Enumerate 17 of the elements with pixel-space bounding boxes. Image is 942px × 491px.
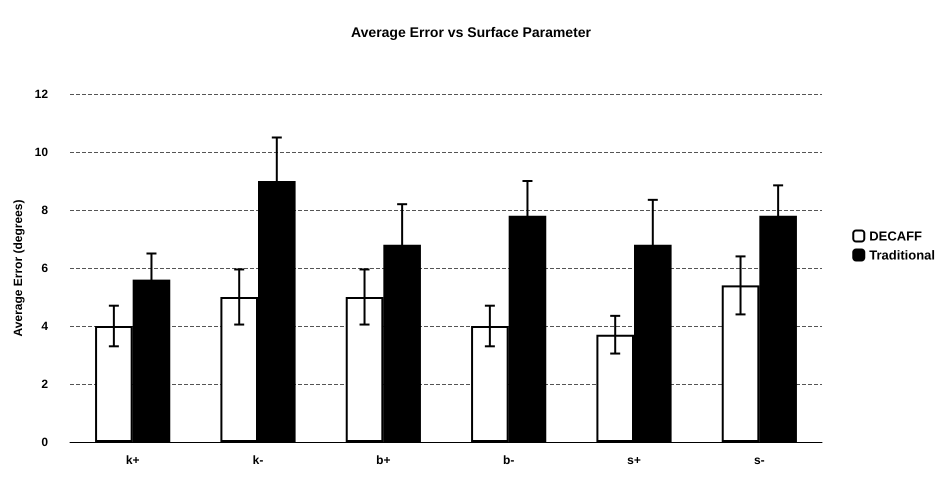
y-tick-label: 12 (34, 87, 48, 101)
x-tick-label: b+ (376, 453, 391, 467)
x-tick-label: s+ (627, 453, 641, 467)
y-tick-label: 8 (41, 203, 48, 217)
y-tick-label: 2 (41, 377, 48, 391)
x-tick-label: k+ (126, 453, 140, 467)
x-tick-label: s- (754, 453, 765, 467)
x-tick-label: k- (252, 453, 264, 467)
y-tick-label: 0 (41, 435, 48, 449)
y-tick-label: 4 (41, 319, 48, 333)
legend-label: DECAFF (869, 228, 922, 244)
y-tick-label: 10 (34, 145, 48, 159)
y-tick-label: 6 (41, 261, 48, 275)
x-tick-label: b- (503, 453, 514, 467)
chart-title: Average Error vs Surface Parameter (351, 24, 592, 40)
y-axis-title: Average Error (degrees) (10, 200, 25, 336)
legend-label: Traditional (869, 248, 936, 262)
